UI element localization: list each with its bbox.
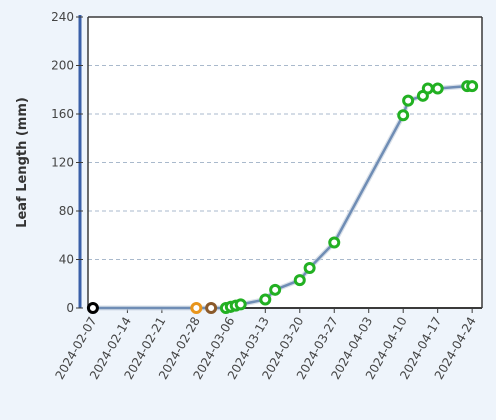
data-point xyxy=(421,82,434,95)
data-point xyxy=(205,302,218,314)
y-tick-label: 80 xyxy=(59,204,74,218)
data-point xyxy=(234,298,247,311)
data-point xyxy=(397,109,410,122)
data-point xyxy=(402,94,415,107)
grid xyxy=(88,65,482,260)
y-tick-label: 40 xyxy=(59,253,74,267)
y-axis-label: Leaf Length (mm) xyxy=(15,97,30,228)
data-point xyxy=(259,293,272,306)
data-point xyxy=(86,302,99,314)
y-tick-label: 0 xyxy=(66,301,74,315)
y-tick-label: 240 xyxy=(51,10,74,24)
y-tick-label: 160 xyxy=(51,107,74,121)
data-point xyxy=(269,283,282,296)
data-point xyxy=(328,236,341,249)
data-point xyxy=(466,80,479,93)
y-tick-label: 200 xyxy=(51,59,74,73)
data-point xyxy=(190,302,203,314)
data-point xyxy=(293,274,306,287)
data-point xyxy=(431,82,444,95)
y-tick-label: 120 xyxy=(51,156,74,170)
series-points-group xyxy=(86,80,479,314)
data-point xyxy=(303,261,316,274)
